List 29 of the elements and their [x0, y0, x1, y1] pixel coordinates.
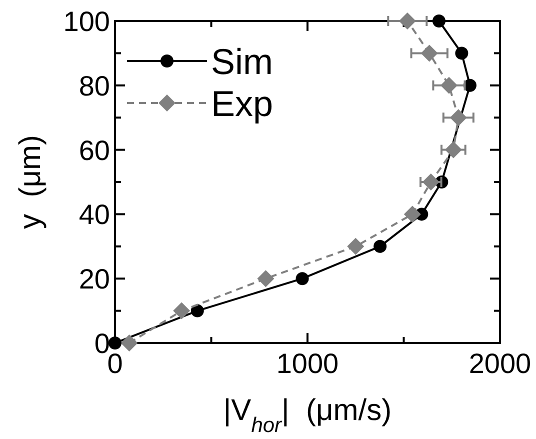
y-tick-label: 40 [78, 199, 110, 230]
point [257, 270, 274, 288]
point [422, 174, 440, 190]
legend-label: Exp [211, 83, 274, 124]
y-tick-label: 0 [94, 328, 110, 359]
x-axis-title: |V$_{hor}$| (μm/s) [223, 394, 392, 436]
point [347, 238, 364, 255]
point [444, 141, 462, 158]
point [120, 334, 138, 352]
legend-label: Sim [211, 41, 273, 82]
x-tick-label: 1000 [276, 348, 339, 379]
x-tick-label: 2000 [468, 348, 532, 379]
y-tick-label: 20 [78, 264, 110, 295]
point [296, 272, 309, 286]
point [450, 109, 467, 126]
point [398, 12, 416, 30]
y-axis-title: y (μm) [14, 135, 47, 229]
point [455, 46, 468, 60]
y-tick-label: 100 [63, 6, 110, 37]
point [173, 302, 190, 320]
point [404, 206, 421, 223]
point [190, 304, 204, 318]
point [420, 44, 438, 62]
point [440, 76, 458, 94]
point [432, 14, 446, 28]
point [374, 240, 387, 253]
y-tick-label: 80 [78, 70, 110, 102]
point [108, 336, 122, 350]
y-tick-label: 60 [78, 134, 110, 166]
